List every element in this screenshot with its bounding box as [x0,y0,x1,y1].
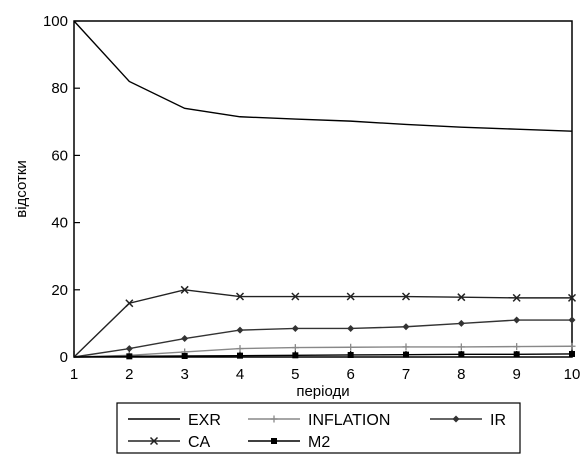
x-tick-label: 1 [70,366,78,383]
plot-frame [73,20,573,358]
data-point-ca [512,293,521,302]
data-point-ca [401,292,411,301]
y-tick-label: 80 [51,80,68,97]
legend-marker-inflation [270,415,278,423]
legend-item-exr: EXR [128,412,221,429]
data-point-ir [236,326,244,334]
legend-marker-ir [452,415,460,423]
series-ir [73,316,576,358]
data-point-inflation [291,344,299,352]
legend-label-exr: EXR [188,412,221,429]
series-ca [73,285,577,358]
data-point-ca [235,292,245,301]
legend-items: EXR INFLATION IR CA M2 [128,412,506,451]
x-tick-label: 4 [236,366,244,383]
data-point-m2 [569,350,575,357]
series-line-ir [73,319,572,358]
series-line-exr [73,20,573,132]
legend-label-ca: CA [188,434,211,451]
legend-label-ir: IR [490,412,506,429]
legend-marker-ca [149,436,159,446]
data-point-m2 [403,351,409,358]
x-axis-title: періоди [296,383,349,400]
data-point-ir [402,323,410,331]
legend-box [116,402,521,454]
y-axis-title: відсотки [13,160,30,218]
x-tick-label: 6 [346,366,354,383]
x-tick-label: 7 [402,366,410,383]
y-axis-ticks: 0 20 40 60 80 100 [43,13,80,366]
series-line-m2 [73,353,573,358]
data-point-ca [346,292,355,301]
data-point-inflation [347,343,355,351]
series-exr [73,20,573,132]
legend-item-ca: CA [128,434,211,451]
x-tick-label: 9 [512,366,520,383]
data-point-ir [291,324,299,332]
legend-item-m2: M2 [248,434,330,451]
data-point-ca [567,293,577,302]
data-point-ir [347,324,355,332]
y-tick-label: 100 [43,13,68,30]
data-point-ca [180,285,189,294]
data-point-ca [457,293,466,302]
data-point-inflation [402,343,410,351]
data-point-ir [568,316,576,324]
legend-item-inflation: INFLATION [248,412,390,429]
data-point-ir [181,335,189,343]
x-tick-label: 8 [457,366,465,383]
y-tick-label: 40 [51,215,68,232]
legend-item-ir: IR [430,412,506,429]
data-point-inflation [568,342,576,350]
data-point-inflation [236,345,244,353]
legend-marker-m2 [271,438,277,444]
data-point-m2 [181,352,188,359]
x-tick-label: 5 [291,366,299,383]
data-point-ca [125,299,134,308]
data-point-inflation [457,343,465,351]
legend-label-m2: M2 [308,434,330,451]
data-point-m2 [126,353,133,360]
y-tick-label: 0 [60,349,68,366]
series-layer [73,20,577,360]
y-tick-label: 20 [51,282,68,299]
y-tick-label: 60 [51,147,68,164]
data-point-m2 [347,351,354,358]
data-point-m2 [292,352,299,359]
series-line-ca [73,289,572,358]
data-point-m2 [458,351,465,358]
legend-label-inflation: INFLATION [308,412,390,429]
data-point-ir [125,345,133,353]
legend: EXR INFLATION IR CA M2 [116,402,521,454]
data-point-inflation [513,343,521,351]
x-tick-label: 2 [125,366,133,383]
data-point-ir [513,316,521,324]
data-point-m2 [237,352,243,359]
series-line-inflation [73,345,573,358]
series-m2 [73,350,575,360]
data-point-ir [457,319,465,327]
data-point-ca [291,292,300,301]
x-tick-label: 3 [180,366,188,383]
x-tick-label: 10 [564,366,581,383]
data-point-m2 [513,351,520,358]
